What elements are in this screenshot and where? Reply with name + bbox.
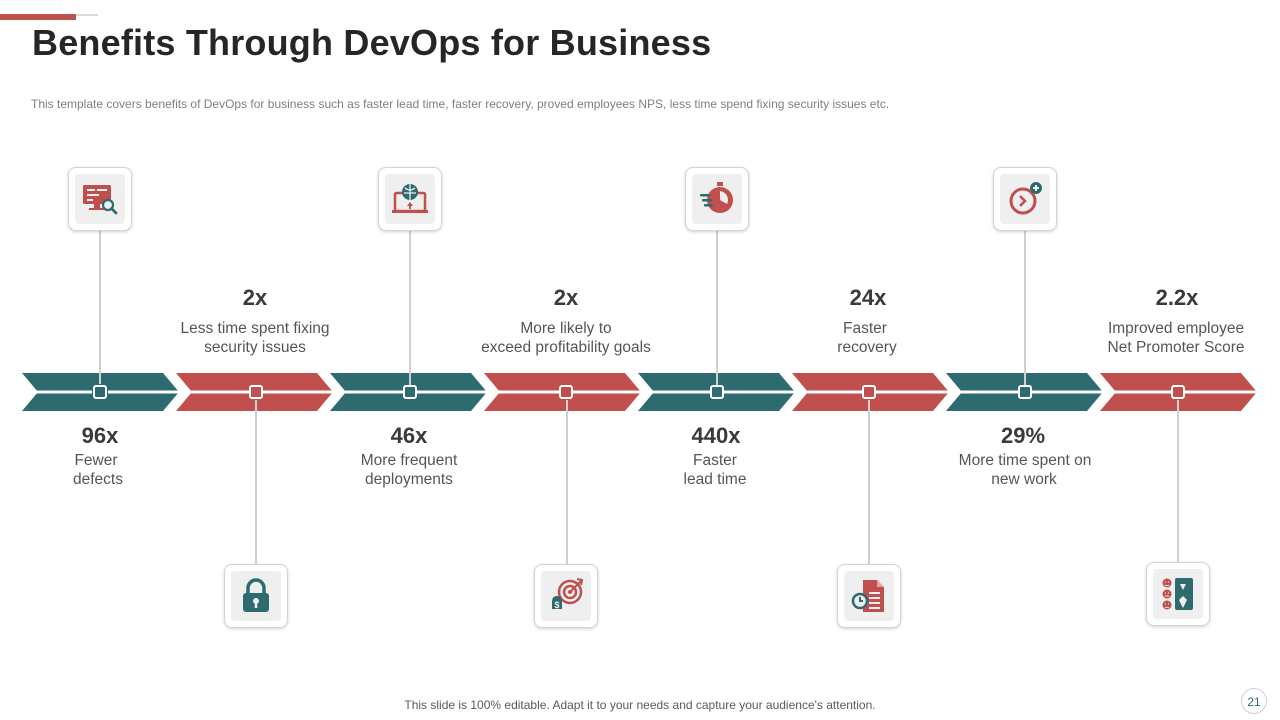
item-5-label-line1: Faster xyxy=(693,452,737,469)
laptop-globe-icon xyxy=(392,184,428,213)
icon-box-2 xyxy=(224,564,288,628)
junction-7 xyxy=(1018,385,1032,399)
item-8-label-line1: Improved employee xyxy=(1107,320,1245,337)
item-1-label-line2: defects xyxy=(73,471,123,488)
item-2-label-line2: security issues xyxy=(204,339,306,356)
item-4-value: 2x xyxy=(553,285,579,310)
money-target-icon: $ xyxy=(552,578,584,610)
icon-box-1 xyxy=(68,167,132,231)
icon-box-6 xyxy=(837,564,901,628)
junction-2 xyxy=(249,385,263,399)
svg-text:$: $ xyxy=(554,600,559,610)
item-3-label-line2: deployments xyxy=(365,471,453,488)
connector-1 xyxy=(99,231,101,385)
feedback-rating-icon xyxy=(1162,578,1193,610)
junction-5 xyxy=(710,385,724,399)
connector-3 xyxy=(409,231,411,385)
item-6-label-line2: recovery xyxy=(837,339,897,356)
document-refresh-icon xyxy=(851,580,884,612)
footer-note: This slide is 100% editable. Adapt it to… xyxy=(404,698,876,712)
item-3-value: 46x xyxy=(390,423,428,448)
junction-6 xyxy=(862,385,876,399)
icon-box-4: $ xyxy=(534,564,598,628)
accent-line xyxy=(76,14,98,16)
item-5-label-line2: lead time xyxy=(683,471,747,488)
clock-plus-icon xyxy=(1009,182,1042,215)
slide-title: Benefits Through DevOps for Business xyxy=(32,22,712,63)
stopwatch-icon xyxy=(700,182,733,213)
connector-8 xyxy=(1177,400,1179,562)
monitor-search-icon xyxy=(83,185,118,215)
item-5-value: 440x xyxy=(691,423,741,448)
connector-4 xyxy=(566,400,568,564)
item-2-label-line1: Less time spent fixing xyxy=(180,320,330,337)
item-7-label-line2: new work xyxy=(991,471,1057,488)
item-7-value: 29% xyxy=(1000,423,1046,448)
accent-bar xyxy=(0,14,76,20)
icon-box-8 xyxy=(1146,562,1210,626)
item-1-label-line1: Fewer xyxy=(74,452,118,469)
item-6-value: 24x xyxy=(849,285,887,310)
icon-box-5 xyxy=(685,167,749,231)
item-4-label-line1: More likely to xyxy=(520,320,612,337)
junction-3 xyxy=(403,385,417,399)
icon-box-3 xyxy=(378,167,442,231)
item-1-value: 96x xyxy=(81,423,119,448)
padlock-icon xyxy=(243,578,269,612)
item-7-label-line1: More time spent on xyxy=(958,452,1092,469)
item-4-label-line2: exceed profitability goals xyxy=(481,339,651,356)
connector-6 xyxy=(868,400,870,564)
item-3-label-line1: More frequent xyxy=(360,452,458,469)
connector-5 xyxy=(716,231,718,385)
item-2-value: 2x xyxy=(242,285,268,310)
page-number: 21 xyxy=(1241,688,1267,714)
connector-7 xyxy=(1024,231,1026,385)
junction-4 xyxy=(559,385,573,399)
item-8-value: 2.2x xyxy=(1155,285,1199,310)
item-6-label-line1: Faster xyxy=(843,320,887,337)
slide-subtitle: This template covers benefits of DevOps … xyxy=(31,97,890,111)
icon-box-7 xyxy=(993,167,1057,231)
item-8-label-line2: Net Promoter Score xyxy=(1107,339,1245,356)
connector-2 xyxy=(255,400,257,564)
junction-8 xyxy=(1171,385,1185,399)
